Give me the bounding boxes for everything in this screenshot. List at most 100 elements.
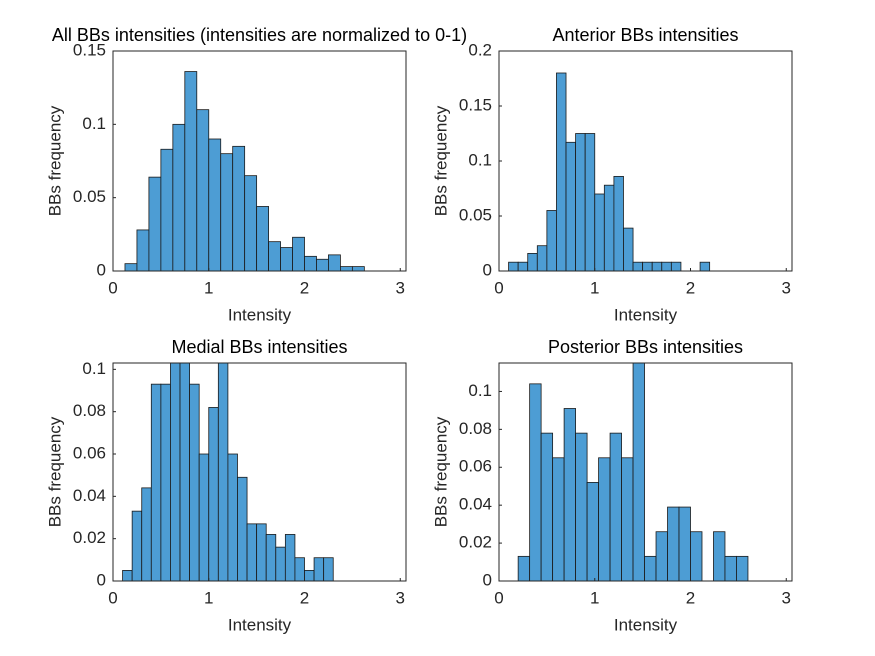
bar [529, 383, 542, 581]
bar [131, 510, 143, 581]
x-tick-label: 1 [590, 278, 599, 297]
bar [280, 247, 293, 271]
plot-area [122, 363, 334, 581]
bar [294, 557, 305, 581]
bar [556, 72, 567, 271]
bar [508, 261, 519, 271]
bar [256, 523, 267, 581]
y-axis-label: BBs frequency [431, 105, 450, 216]
y-tick-label: 0.08 [73, 401, 106, 420]
bar [232, 145, 246, 271]
bar [621, 457, 634, 581]
y-tick-label: 0.05 [73, 187, 106, 206]
y-axis-label: BBs frequency [45, 105, 64, 216]
bar [172, 123, 186, 271]
bar [351, 266, 365, 271]
bar [328, 254, 341, 271]
y-tick-label: 0.05 [459, 205, 492, 224]
plot-area [124, 71, 365, 271]
bar [122, 570, 133, 581]
bar [527, 252, 538, 271]
y-tick-label: 0.1 [82, 359, 106, 378]
bar [552, 457, 565, 581]
bar [563, 408, 577, 581]
bar [179, 363, 191, 581]
y-tick-label: 0 [97, 570, 106, 589]
bar [246, 523, 258, 581]
y-tick-label: 0.1 [82, 114, 106, 133]
y-tick-label: 0 [97, 260, 106, 279]
x-axis-label: Intensity [228, 615, 292, 634]
bar [237, 476, 248, 581]
bar [586, 482, 599, 581]
bar [642, 261, 653, 271]
x-axis-label: Intensity [614, 305, 678, 324]
bar [316, 258, 329, 271]
bar [623, 227, 634, 271]
x-tick-label: 2 [300, 588, 309, 607]
y-tick-label: 0.04 [73, 486, 106, 505]
chart-title: All BBs intensities (intensities are nor… [52, 25, 467, 45]
y-tick-label: 0.02 [459, 533, 492, 552]
bar [651, 261, 663, 271]
bar [217, 363, 229, 581]
bar [565, 141, 577, 271]
bar [170, 363, 181, 581]
x-tick-label: 1 [204, 278, 213, 297]
bar [304, 570, 315, 581]
bar [575, 133, 586, 271]
bar [670, 261, 682, 271]
bar [189, 383, 200, 581]
bar [208, 138, 222, 271]
x-tick-label: 0 [494, 278, 503, 297]
bar [141, 487, 152, 581]
y-tick-label: 0.04 [459, 495, 492, 514]
bar [594, 193, 605, 271]
chart-title: Anterior BBs intensities [552, 25, 738, 45]
axes: 0 1 2 3 0 0.05 0.1 0.15 0.2 Anterior BBs intensit… [431, 25, 793, 324]
bar [603, 184, 615, 271]
chart-title: Posterior BBs intensities [548, 337, 743, 357]
x-tick-label: 0 [108, 278, 117, 297]
bar [136, 229, 150, 271]
x-tick-label: 3 [782, 588, 791, 607]
bar [690, 531, 703, 581]
x-tick-label: 0 [108, 588, 117, 607]
y-tick-label: 0.08 [459, 419, 492, 438]
x-tick-label: 2 [686, 588, 695, 607]
bar [575, 432, 588, 581]
bar [584, 133, 596, 271]
chart-title: Medial BBs intensities [171, 337, 347, 357]
x-tick-label: 2 [686, 278, 695, 297]
y-axis-label: BBs frequency [431, 416, 450, 527]
bar [275, 546, 286, 581]
y-tick-label: 0.1 [468, 150, 492, 169]
bar [268, 241, 281, 271]
axes-box [498, 362, 793, 582]
bar [313, 557, 325, 581]
bar [678, 506, 691, 581]
x-tick-label: 1 [204, 588, 213, 607]
bar [655, 531, 668, 581]
bar [724, 555, 737, 581]
y-tick-label: 0.15 [459, 95, 492, 114]
x-tick-label: 1 [590, 588, 599, 607]
bar [256, 206, 269, 271]
y-tick-label: 0.15 [73, 40, 106, 59]
bar [150, 383, 162, 581]
bar [609, 432, 622, 581]
bar [244, 175, 258, 271]
bar [546, 210, 557, 271]
x-tick-label: 2 [300, 278, 309, 297]
x-tick-label: 3 [396, 588, 405, 607]
bar [598, 457, 611, 581]
y-tick-label: 0.06 [73, 443, 106, 462]
x-tick-label: 3 [782, 278, 791, 297]
bar [220, 153, 234, 271]
bar [517, 555, 531, 581]
bar [644, 555, 657, 581]
axes-box [112, 50, 407, 272]
y-tick-label: 0 [483, 260, 492, 279]
bar [160, 383, 171, 581]
